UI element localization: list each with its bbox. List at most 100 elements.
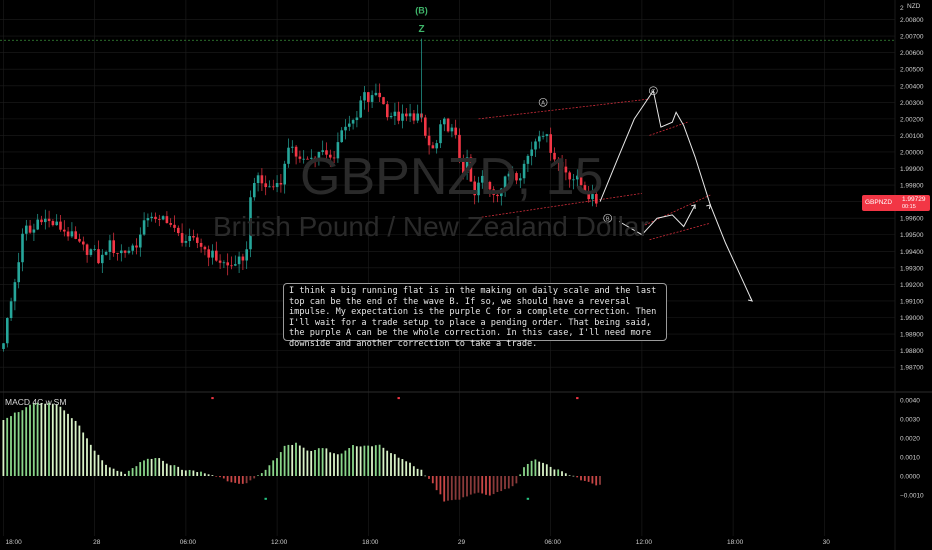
candle [424,114,427,139]
histogram-bar [561,471,563,476]
candle-body [351,120,355,124]
candle-body [363,92,366,101]
histogram-bar [428,476,430,479]
histogram-bar [454,476,457,500]
macd-axis[interactable]: 0.0040 0.0030 0.0020 0.0010 0.0000 −0.0010 [900,398,924,500]
histogram-bar [595,476,598,486]
histogram-bar [333,453,335,476]
candle-body [154,216,157,220]
analysis-note[interactable]: I think a big running flat is in the mak… [283,283,667,349]
candle [51,219,55,227]
candle [397,101,400,125]
candle [591,184,594,207]
histogram-bar [504,476,506,490]
time-tick-label: 29 [458,539,466,546]
candle-body [587,193,590,200]
currency-label: NZD [907,3,921,10]
candle [131,243,134,255]
candle [32,223,36,242]
candle [63,220,66,237]
candle [112,232,115,257]
candle [123,250,127,258]
histogram-bar [439,476,442,495]
histogram-bar [492,476,495,495]
macd-indicator-title[interactable]: MACD 4C w.SM [5,397,67,407]
candle [579,173,583,189]
histogram-bar [534,459,537,476]
candle-body [32,229,36,233]
channel-line[interactable] [641,194,711,227]
histogram-bar [306,450,309,476]
candle [408,103,412,122]
candle-body [462,159,465,174]
macd-tick-label: 0.0020 [900,436,920,443]
candle-body [63,229,66,232]
candle-body [253,183,256,198]
candle-body [291,146,294,148]
macd-tick-label: −0.0010 [900,493,924,500]
channel-line[interactable] [478,98,650,120]
candle-body [321,150,324,152]
channel-lines[interactable] [474,98,711,241]
histogram-bar [412,466,415,476]
histogram-bar [143,460,145,476]
candle-body [234,264,237,266]
histogram-bar [542,462,544,476]
candle [321,140,324,156]
candle [393,102,397,126]
candle [344,119,347,140]
price-tick-label: 2.00800 [900,17,924,24]
candle-body [36,219,39,230]
candle [222,260,226,269]
projection-inner-path[interactable] [618,204,696,236]
histogram-bar [257,475,259,476]
channel-line[interactable] [649,222,711,241]
candle-body [541,136,545,137]
candle [291,140,294,154]
candle [298,150,302,163]
candle-body [579,175,583,186]
time-tick-label: 18:00 [362,539,379,546]
time-axis[interactable]: 18:00 28 06:00 12:00 18:00 29 06:00 12:00 18:00 3… [6,539,831,546]
wave-label-b: B [606,216,610,222]
candle [378,83,381,102]
candle-body [576,175,579,180]
candle-body [424,117,427,136]
symbol-watermark: GBPNZD, 15 [300,148,604,206]
candle-body [317,151,321,160]
histogram-bar [36,402,39,476]
histogram-bar [48,402,50,476]
last-price-tag[interactable]: GBPNZD 1.99729 00:15 [862,195,930,211]
candle [560,154,564,175]
candle-body [401,113,404,121]
candle [36,213,39,231]
candle [93,245,96,252]
wave-projection-drawing[interactable] [599,89,754,302]
histogram-bar [287,444,290,476]
histogram-bar [158,458,161,476]
candle [427,127,431,155]
histogram-bar [591,476,594,484]
candle-body [218,260,222,263]
candle [199,238,203,253]
histogram-bar [310,450,313,476]
candle [180,223,184,247]
histogram-bar [234,476,237,483]
histogram-bar [485,476,487,495]
histogram-bar [181,469,183,476]
candle [317,151,321,166]
projection-path[interactable] [599,89,753,302]
channel-line[interactable] [474,192,642,219]
candle [302,150,305,164]
candle-body [393,111,397,116]
candle-body [408,113,412,117]
candle [89,248,93,257]
candle-body [139,234,142,248]
histogram-bar [139,462,142,476]
wave-label-z: Z [418,24,424,35]
candle [158,214,161,227]
price-axis[interactable]: 2.00800 2.00700 2.00600 2.00500 2.00400 2.003… [900,5,924,372]
price-tick-label: 2.00300 [900,100,924,107]
last-price-symbol: GBPNZD [865,199,893,206]
